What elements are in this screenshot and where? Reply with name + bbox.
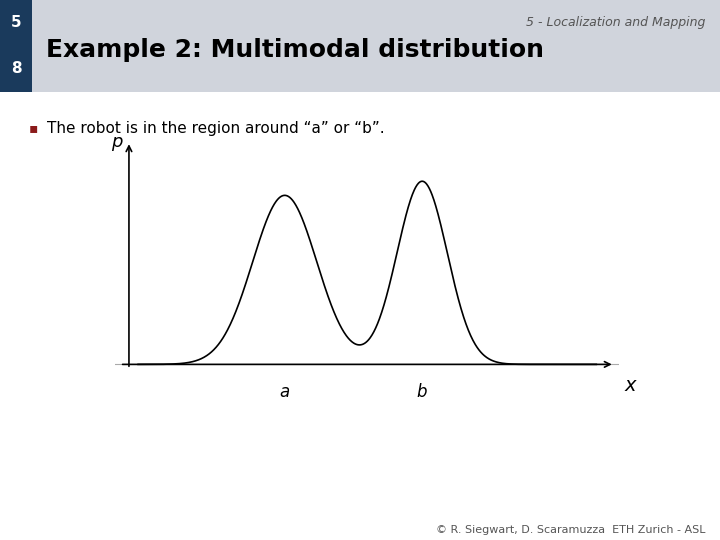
Text: $a$: $a$ bbox=[279, 383, 290, 401]
Text: $b$: $b$ bbox=[416, 383, 428, 401]
Text: $x$: $x$ bbox=[624, 376, 638, 395]
Text: 5 - Localization and Mapping: 5 - Localization and Mapping bbox=[526, 16, 706, 29]
Text: The robot is in the region around “a” or “b”.: The robot is in the region around “a” or… bbox=[47, 122, 384, 137]
Text: © R. Siegwart, D. Scaramuzza  ETH Zurich - ASL: © R. Siegwart, D. Scaramuzza ETH Zurich … bbox=[436, 524, 706, 535]
Text: $p$: $p$ bbox=[111, 135, 124, 153]
Text: Example 2: Multimodal distribution: Example 2: Multimodal distribution bbox=[46, 38, 544, 63]
Text: ▪: ▪ bbox=[29, 122, 38, 136]
Text: 5: 5 bbox=[11, 16, 22, 30]
Text: 8: 8 bbox=[11, 62, 22, 76]
